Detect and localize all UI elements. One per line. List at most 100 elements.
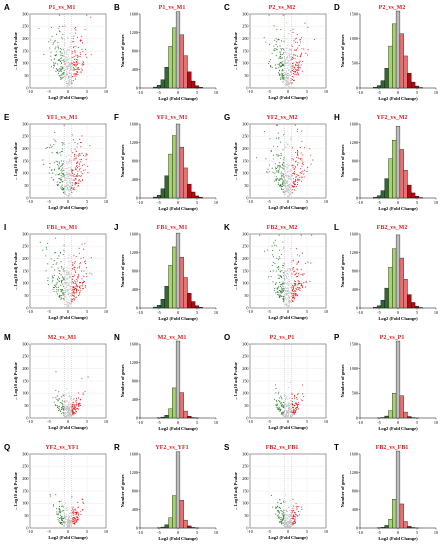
scatter-point	[80, 404, 82, 406]
scatter-point	[65, 53, 67, 55]
scatter-point	[303, 396, 305, 398]
scatter-point	[310, 262, 312, 264]
scatter-point	[72, 182, 74, 184]
scatter-point	[58, 391, 60, 393]
scatter-point	[281, 56, 283, 58]
scatter-point	[294, 273, 297, 275]
scatter-point	[72, 79, 74, 82]
scatter-point	[68, 170, 70, 172]
scatter-point	[278, 400, 280, 402]
scatter-point	[284, 165, 287, 167]
scatter-point	[288, 300, 291, 302]
histogram-bar	[376, 305, 382, 309]
scatter-point	[63, 176, 65, 178]
scatter-point	[292, 285, 294, 287]
x-tick-label: 5	[416, 420, 418, 425]
scatter-point	[287, 523, 289, 525]
y-tick-label: 1200	[130, 360, 138, 365]
scatter-point	[274, 384, 276, 386]
scatter-point	[39, 241, 41, 243]
scatter-point	[62, 163, 65, 165]
scatter-point	[289, 183, 292, 185]
scatter-point	[73, 46, 75, 48]
scatter-point	[74, 148, 76, 150]
scatter-point	[273, 289, 275, 292]
scatter-point	[71, 169, 73, 171]
scatter-point	[287, 520, 289, 522]
y-axis-label: – Log10 adj Pvalue	[233, 142, 238, 181]
scatter-point	[263, 131, 265, 133]
scatter-point	[65, 174, 67, 176]
scatter-point	[73, 282, 75, 284]
x-tick-label: 0	[177, 310, 179, 315]
scatter-point	[70, 283, 73, 285]
scatter-point	[283, 289, 285, 291]
scatter-point	[288, 53, 290, 55]
scatter-point	[290, 53, 293, 55]
histogram-bar	[168, 408, 173, 419]
scatter-point	[298, 45, 300, 47]
scatter-point	[57, 151, 59, 153]
scatter-point	[59, 74, 61, 76]
y-tick-label: 250	[242, 244, 248, 249]
scatter-point	[286, 525, 288, 527]
scatter-point	[76, 288, 78, 290]
scatter-point	[70, 414, 73, 416]
scatter-point	[268, 14, 270, 16]
scatter-point	[292, 260, 294, 262]
scatter-point	[75, 175, 77, 177]
scatter-point	[280, 517, 282, 519]
scatter-point	[286, 299, 288, 301]
scatter-point	[62, 66, 64, 68]
scatter-point	[296, 248, 298, 250]
scatter-point	[70, 166, 72, 168]
scatter-point	[70, 298, 72, 300]
scatter-point	[283, 36, 285, 38]
scatter-point	[288, 78, 290, 80]
scatter-point	[281, 167, 283, 169]
scatter-point	[279, 51, 281, 53]
scatter-point	[66, 85, 68, 87]
scatter-point	[74, 61, 76, 64]
y-tick-label: 0	[246, 85, 248, 90]
scatter-point	[77, 403, 79, 405]
scatter-point	[292, 186, 294, 188]
histogram-bar	[191, 301, 196, 309]
scatter-point	[275, 38, 277, 40]
scatter-point	[290, 270, 292, 272]
scatter-point	[65, 401, 67, 403]
scatter-point	[277, 277, 279, 279]
histogram-bar	[156, 85, 162, 89]
scatter-point	[73, 521, 75, 523]
scatter-point	[67, 288, 69, 291]
scatter-point	[292, 498, 294, 500]
scatter-point	[62, 404, 64, 406]
scatter-point	[66, 281, 68, 284]
scatter-point	[284, 297, 286, 299]
scatter-point	[77, 276, 79, 278]
scatter-point	[292, 266, 294, 269]
scatter-point	[283, 512, 285, 514]
scatter-point	[72, 292, 74, 294]
scatter-point	[67, 83, 69, 85]
scatter-point	[60, 66, 62, 68]
y-tick-label: 500	[352, 61, 358, 66]
scatter-point	[297, 515, 299, 517]
scatter-point	[70, 512, 73, 514]
scatter-point	[287, 302, 289, 304]
scatter-point	[71, 281, 74, 283]
scatter-point	[289, 194, 291, 196]
scatter-point	[60, 172, 62, 174]
scatter-point	[56, 68, 58, 70]
scatter-point	[283, 501, 285, 503]
scatter-point	[68, 193, 70, 195]
scatter-point	[283, 180, 285, 182]
scatter-point	[283, 522, 285, 524]
scatter-point	[70, 514, 72, 516]
scatter-point	[77, 277, 79, 279]
scatter-point	[276, 291, 278, 293]
scatter-point	[59, 165, 61, 167]
scatter-point	[287, 291, 289, 293]
histogram-bar	[153, 306, 158, 309]
scatter-point	[51, 35, 53, 37]
